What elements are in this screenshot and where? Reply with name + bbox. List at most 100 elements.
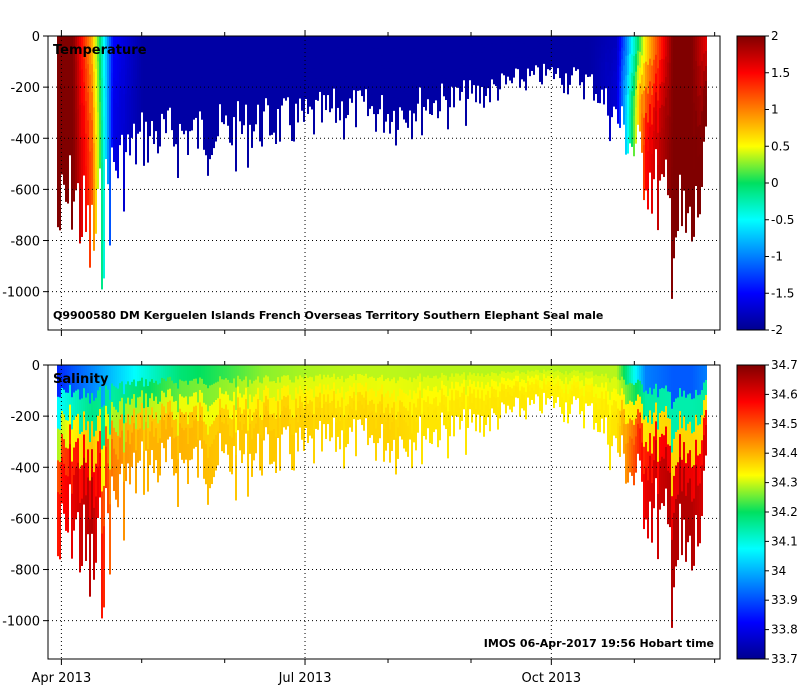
temperature-profile-segment: [87, 64, 89, 93]
salinity-profile-segment: [479, 365, 481, 377]
salinity-y-tick-label: -400: [10, 461, 40, 476]
temperature-profile-segment: [63, 60, 65, 86]
salinity-profile-segment: [91, 421, 93, 450]
salinity-profile-segment: [677, 527, 679, 561]
salinity-profile-segment: [63, 463, 65, 490]
salinity-profile-segment: [351, 409, 353, 421]
temperature-profile-segment: [549, 36, 551, 43]
temperature-profile-segment: [573, 56, 575, 63]
temperature-profile-segment: [293, 53, 295, 72]
temperature-profile-segment: [385, 92, 387, 108]
temperature-profile-segment: [229, 36, 231, 55]
salinity-profile-segment: [625, 365, 627, 386]
salinity-profile-segment: [71, 397, 73, 430]
salinity-profile-segment: [489, 419, 491, 432]
temperature-profile-segment: [519, 44, 521, 54]
temperature-profile-segment: [623, 109, 625, 125]
temperature-profile-segment: [93, 71, 95, 108]
temperature-profile-segment: [607, 75, 609, 90]
temperature-profile-segment: [115, 125, 117, 149]
temperature-profile-segment: [509, 72, 511, 81]
temperature-profile-segment: [673, 72, 675, 111]
salinity-profile-segment: [367, 431, 369, 446]
salinity-profile-segment: [197, 402, 199, 422]
salinity-profile-segment: [379, 425, 381, 439]
salinity-profile-segment: [673, 549, 675, 588]
temperature-profile-segment: [133, 94, 135, 110]
salinity-profile-segment: [407, 441, 409, 457]
salinity-profile-segment: [363, 386, 365, 399]
temperature-profile-segment: [173, 109, 175, 129]
temperature-profile-segment: [677, 165, 679, 199]
salinity-profile-segment: [107, 414, 109, 440]
salinity-annotation: IMOS 06-Apr-2017 19:56 Hobart time: [484, 637, 714, 650]
temperature-profile-segment: [201, 91, 203, 106]
temperature-profile-segment: [331, 83, 333, 97]
temperature-profile-segment: [153, 36, 155, 55]
salinity-profile-segment: [347, 391, 349, 405]
temperature-profile-segment: [225, 36, 227, 50]
salinity-profile-segment: [171, 380, 173, 397]
salinity-profile-segment: [597, 398, 599, 410]
temperature-profile-segment: [261, 109, 263, 129]
temperature-profile-segment: [73, 91, 75, 120]
salinity-profile-segment: [587, 385, 589, 393]
temperature-profile-segment: [135, 57, 137, 80]
salinity-profile-segment: [127, 430, 129, 448]
temperature-profile-segment: [577, 63, 579, 70]
temperature-profile-segment: [347, 36, 349, 50]
temperature-profile-segment: [369, 96, 371, 109]
salinity-profile-segment: [615, 389, 617, 402]
temperature-profile-segment: [137, 52, 139, 69]
temperature-profile-segment: [465, 80, 467, 97]
temperature-profile-segment: [221, 93, 223, 108]
temperature-profile-segment: [501, 48, 503, 55]
salinity-profile-segment: [221, 436, 223, 452]
salinity-profile-segment: [563, 374, 565, 385]
temperature-profile-segment: [637, 94, 639, 111]
salinity-profile-segment: [691, 365, 693, 400]
temperature-profile-segment: [191, 36, 193, 53]
temperature-profile-segment: [345, 63, 347, 78]
temperature-profile-segment: [105, 138, 107, 160]
salinity-profile-segment: [447, 365, 449, 381]
temperature-profile-segment: [353, 36, 355, 46]
salinity-profile-segment: [359, 373, 361, 384]
salinity-profile-segment: [479, 387, 481, 400]
temperature-profile-segment: [427, 46, 429, 58]
salinity-profile-segment: [323, 365, 325, 376]
temperature-profile-segment: [107, 60, 109, 86]
temperature-profile-segment: [211, 36, 213, 57]
temperature-data-layer: [57, 36, 707, 299]
salinity-profile-segment: [647, 365, 649, 395]
salinity-profile-segment: [415, 393, 417, 408]
temperature-profile-segment: [631, 54, 633, 74]
salinity-profile-segment: [289, 394, 291, 410]
temperature-profile-segment: [467, 77, 469, 89]
temperature-profile-segment: [243, 36, 245, 52]
salinity-profile-segment: [667, 470, 669, 498]
temperature-profile-segment: [299, 36, 301, 47]
salinity-profile-segment: [411, 416, 413, 434]
salinity-profile-segment: [225, 417, 227, 432]
salinity-profile-segment: [71, 493, 73, 527]
salinity-profile-segment: [141, 402, 143, 417]
salinity-profile-segment: [579, 381, 581, 390]
temperature-profile-segment: [567, 64, 569, 76]
temperature-profile-segment: [563, 83, 565, 94]
salinity-profile-segment: [403, 420, 405, 435]
temperature-profile-segment: [611, 36, 613, 50]
temperature-profile-segment: [525, 80, 527, 91]
salinity-profile-segment: [579, 405, 581, 415]
temperature-profile-segment: [189, 51, 191, 69]
temperature-profile-segment: [203, 73, 205, 94]
temperature-profile-segment: [301, 85, 303, 99]
salinity-profile-segment: [501, 371, 503, 378]
temperature-profile-segment: [471, 64, 473, 75]
salinity-profile-segment: [445, 365, 447, 377]
salinity-profile-segment: [173, 383, 175, 403]
temperature-profile-segment: [537, 36, 539, 42]
salinity-profile-segment: [685, 463, 687, 497]
salinity-profile-segment: [199, 427, 201, 441]
salinity-profile-segment: [101, 533, 103, 577]
